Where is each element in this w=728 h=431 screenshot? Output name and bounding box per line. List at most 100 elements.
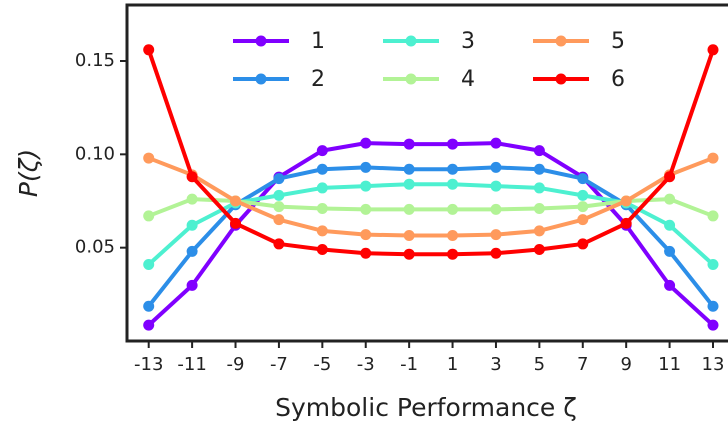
legend-label: 1 — [311, 29, 325, 54]
data-point — [533, 244, 545, 256]
legend-label: 4 — [461, 67, 475, 92]
x-tick-label: 5 — [534, 354, 545, 375]
data-point — [664, 245, 676, 257]
data-point — [707, 152, 719, 164]
legend-label: 6 — [611, 67, 625, 92]
data-point — [403, 203, 415, 215]
legend-label: 5 — [611, 29, 625, 54]
data-point — [490, 180, 502, 192]
data-point — [316, 202, 328, 214]
x-tick-label: -7 — [270, 354, 288, 375]
data-point — [273, 189, 285, 201]
x-tick-label: -5 — [313, 354, 331, 375]
x-tick-label: -13 — [134, 354, 163, 375]
data-point — [447, 138, 459, 150]
data-point — [316, 244, 328, 256]
x-tick-label: 3 — [490, 354, 501, 375]
data-point — [186, 171, 198, 183]
data-point — [316, 225, 328, 237]
data-point — [403, 230, 415, 242]
data-point — [273, 173, 285, 185]
data-point — [533, 202, 545, 214]
data-point — [360, 247, 372, 259]
data-point — [664, 171, 676, 183]
data-point — [143, 319, 155, 331]
data-point — [230, 195, 242, 207]
x-tick-label: -11 — [177, 354, 206, 375]
x-axis-label: Symbolic Performance ζ — [275, 393, 577, 422]
data-point — [577, 189, 589, 201]
data-point — [447, 163, 459, 175]
x-tick-label: 1 — [447, 354, 458, 375]
data-point — [533, 163, 545, 175]
data-point — [490, 229, 502, 241]
data-point — [707, 210, 719, 222]
axes-frame — [125, 3, 728, 343]
data-point — [143, 44, 155, 56]
data-point — [664, 279, 676, 291]
legend-marker — [255, 35, 267, 47]
data-point — [533, 182, 545, 194]
legend-label: 2 — [311, 67, 325, 92]
data-point — [316, 145, 328, 157]
data-point — [360, 229, 372, 241]
x-tick-label: 13 — [702, 354, 725, 375]
data-point — [447, 230, 459, 242]
data-point — [403, 163, 415, 175]
data-point — [143, 300, 155, 312]
data-point — [360, 161, 372, 173]
data-point — [403, 248, 415, 260]
y-axis-label: P(ζ) — [14, 149, 43, 197]
y-tick-label: 0.15 — [75, 50, 115, 71]
data-point — [360, 203, 372, 215]
data-point — [447, 203, 459, 215]
x-tick-label: 7 — [577, 354, 588, 375]
y-tick-label: 0.10 — [75, 143, 115, 164]
data-point — [577, 214, 589, 226]
data-point — [533, 145, 545, 157]
x-tick-label: 9 — [620, 354, 631, 375]
data-point — [186, 219, 198, 231]
data-point — [577, 201, 589, 213]
data-point — [577, 173, 589, 185]
data-point — [273, 201, 285, 213]
x-tick-label: -9 — [227, 354, 245, 375]
data-point — [273, 214, 285, 226]
data-point — [360, 137, 372, 149]
series-line — [146, 49, 715, 257]
legend-marker — [255, 73, 267, 85]
data-point — [490, 137, 502, 149]
x-tick-label: 11 — [658, 354, 681, 375]
data-point — [490, 161, 502, 173]
data-point — [143, 152, 155, 164]
legend-marker — [405, 35, 417, 47]
legend-label: 3 — [461, 29, 475, 54]
data-point — [360, 180, 372, 192]
data-point — [620, 195, 632, 207]
data-point — [403, 178, 415, 190]
data-point — [447, 178, 459, 190]
series-line — [147, 197, 714, 218]
plot-area — [143, 44, 719, 331]
data-point — [707, 44, 719, 56]
data-point — [664, 219, 676, 231]
series-line — [147, 156, 714, 238]
legend-marker — [555, 35, 567, 47]
data-point — [664, 193, 676, 205]
data-point — [273, 238, 285, 250]
data-point — [707, 319, 719, 331]
data-point — [403, 138, 415, 150]
data-point — [447, 248, 459, 260]
x-tick-label: -1 — [400, 354, 418, 375]
data-point — [490, 247, 502, 259]
data-point — [577, 238, 589, 250]
data-point — [186, 193, 198, 205]
data-point — [186, 279, 198, 291]
data-point — [316, 163, 328, 175]
data-point — [533, 225, 545, 237]
legend-marker — [405, 73, 417, 85]
x-tick-label: -3 — [357, 354, 375, 375]
y-tick-label: 0.05 — [75, 237, 115, 258]
